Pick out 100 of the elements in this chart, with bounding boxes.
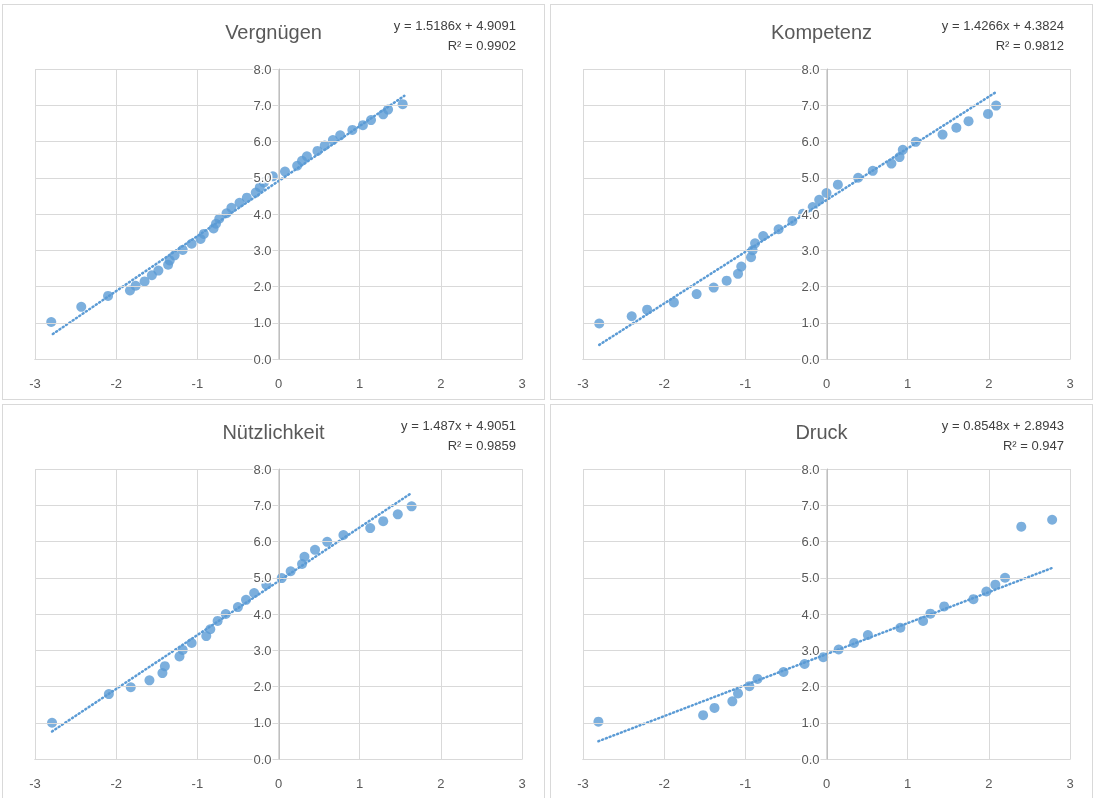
x-tick-label: -2 [110,776,122,791]
x-tick-label: 3 [518,376,526,391]
chart-title: Nützlichkeit [222,421,326,443]
x-tick-label: 1 [904,376,912,391]
chart-title: Kompetenz [770,21,873,43]
y-tick-label: 6.0 [253,134,272,149]
x-tick-label: -1 [191,376,204,391]
point [698,710,709,721]
text: R² = 0.9902 [447,38,516,53]
x-tick-label: 2 [437,376,445,391]
y-tick-label: 1.0 [801,315,820,331]
point [201,631,212,642]
y-tick-label: 1.0 [253,715,272,731]
point [392,509,403,520]
x-tick-label: -3 [29,776,41,791]
point [709,702,720,713]
text: y = 1.4266x + 4.3824 [941,18,1064,33]
y-tick-label: 2.0 [253,679,272,694]
point [378,516,389,527]
text: y = 1.5186x + 4.9091 [393,18,516,33]
y-tick-label: 7.0 [253,97,272,113]
x-tick-label: -2 [658,776,670,791]
text: R² = 0.9859 [447,438,516,453]
y-tick-label: 0.0 [253,351,272,367]
y-tick-label: 2.0 [253,279,272,294]
point [1016,521,1027,532]
y-tick-label: 6.0 [801,534,820,549]
point [301,151,312,162]
point [1047,514,1058,525]
y-tick-label: 3.0 [253,242,272,258]
point [951,122,962,133]
text: y = 0.8548x + 2.8943 [941,418,1064,433]
y-tick-label: 5.0 [801,170,820,186]
x-tick-label: -2 [658,376,670,391]
point [937,129,948,140]
point [365,523,376,534]
point [139,276,150,287]
y-tick-label: 6.0 [801,134,820,149]
point [310,544,321,555]
x-tick-label: 0 [822,376,831,391]
y-tick-label: 7.0 [801,497,820,513]
text: R² = 0.9812 [995,38,1064,53]
point [990,579,1001,590]
y-tick-label: 4.0 [253,206,272,222]
point [983,108,994,119]
y-tick-label: 4.0 [253,606,272,622]
point [736,261,747,272]
x-tick-label: 0 [274,376,283,391]
y-tick-label: 8.0 [801,461,820,477]
point [963,116,974,127]
point [721,275,732,286]
y-tick-label: 3.0 [801,642,820,658]
x-tick-label: -3 [29,376,41,391]
point [733,268,744,279]
y-tick-label: 7.0 [801,97,820,113]
x-tick-label: 3 [1066,376,1074,391]
x-tick-label: -3 [577,376,589,391]
x-tick-label: -1 [739,376,752,391]
point [733,688,744,699]
x-tick-label: 1 [356,376,364,391]
y-tick-label: 2.0 [801,679,820,694]
chart-title: Vergnügen [225,21,322,43]
point [159,661,170,672]
x-tick-label: 1 [356,776,364,791]
y-tick-label: 3.0 [253,642,272,658]
y-tick-label: 8.0 [801,61,820,77]
x-tick-label: -2 [110,376,122,391]
x-tick-label: -3 [577,776,589,791]
y-tick-label: 5.0 [253,570,272,586]
y-tick-label: 1.0 [801,715,820,731]
y-tick-label: 8.0 [253,61,272,77]
y-tick-label: 4.0 [801,606,820,622]
x-tick-label: -1 [739,776,752,791]
point [76,301,87,312]
point [46,317,57,328]
point [153,265,164,276]
chart-title: Druck [795,421,849,443]
y-tick-label: 0.0 [253,751,272,767]
y-tick-label: 5.0 [801,570,820,586]
x-tick-label: 2 [985,376,993,391]
point [668,297,679,308]
y-tick-label: 6.0 [253,534,272,549]
x-tick-label: 2 [985,776,993,791]
point [144,675,155,686]
point [322,536,333,547]
y-tick-label: 2.0 [801,279,820,294]
point [1000,572,1011,583]
text: y = 1.487x + 4.9051 [401,418,516,433]
x-tick-label: 0 [274,776,283,791]
point [626,311,637,322]
x-tick-label: 1 [904,776,912,791]
point [691,289,702,300]
x-tick-label: 2 [437,776,445,791]
point [727,696,738,707]
text: R² = 0.947 [1002,438,1064,453]
y-tick-label: 1.0 [253,315,272,331]
y-tick-label: 8.0 [253,461,272,477]
x-tick-label: 3 [1066,776,1074,791]
point [832,179,843,190]
y-tick-label: 7.0 [253,497,272,513]
